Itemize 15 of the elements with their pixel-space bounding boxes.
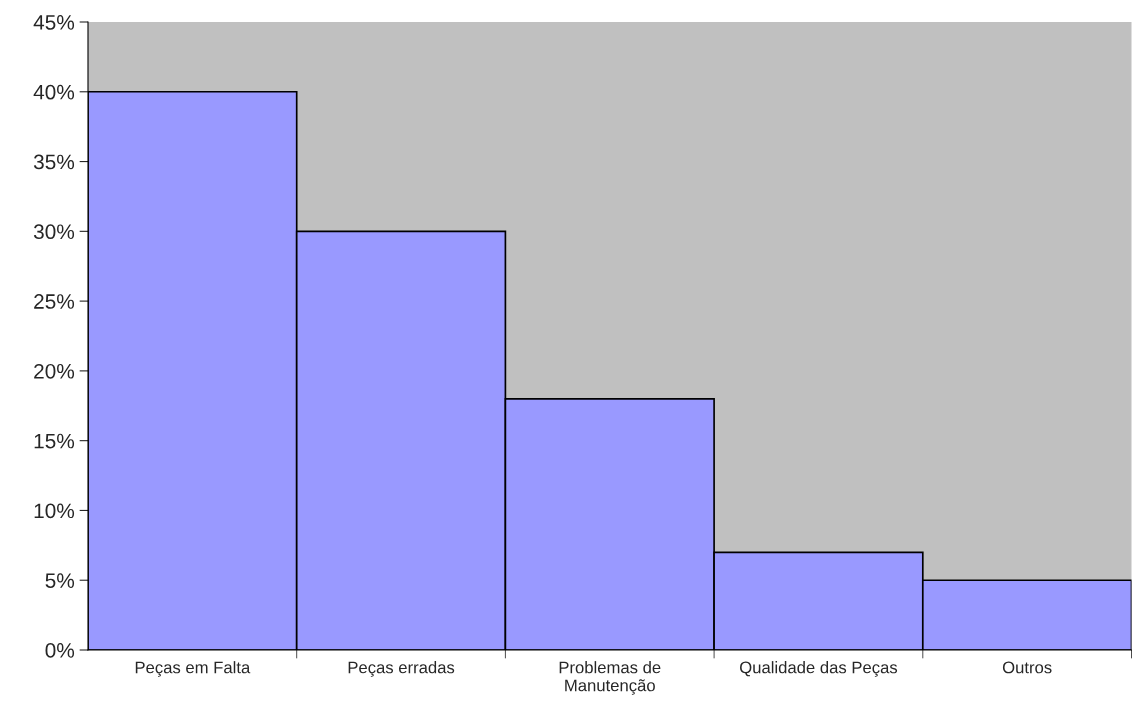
y-tick-label: 40% [33,84,75,100]
y-tick-label: 25% [34,294,75,309]
x-tick-label: Peças em Falta [135,661,251,677]
x-tick-label: Peças erradas [348,661,455,677]
x-tick-label: Problemas de Manutenção [559,661,661,695]
y-tick-label: 20% [34,363,75,379]
y-tick-label: 45% [33,15,75,30]
y-tick-label: 0% [45,643,75,658]
y-tick-label: 30% [33,224,75,240]
y-tick-label: 15% [34,433,75,449]
y-tick-label: 5% [45,573,75,588]
x-tick-label: Outros [1002,661,1052,674]
y-tick-label: 10% [34,503,75,519]
y-tick-label: 35% [33,154,75,170]
x-tick-label: Qualidade das Peças [740,661,898,677]
